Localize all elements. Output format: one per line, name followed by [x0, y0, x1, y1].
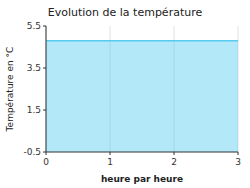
y-tick-label: -0.5 [23, 147, 41, 157]
y-tick-label: 3.5 [27, 63, 41, 73]
y-tick [43, 152, 46, 153]
grid [46, 26, 238, 152]
y-axis-label: Température en °C [5, 47, 15, 133]
x-tick [174, 152, 175, 155]
y-tick [43, 110, 46, 111]
y-tick [43, 26, 46, 27]
x-tick-label: 3 [235, 157, 241, 167]
y-tick [43, 68, 46, 69]
x-tick-label: 1 [107, 157, 113, 167]
y-tick-label: 5.5 [27, 21, 41, 31]
axes: 0 1 2 3 -0.5 1.5 3.5 5.5 [23, 21, 240, 167]
x-axis-line [46, 152, 238, 153]
area [46, 41, 238, 152]
x-tick-label: 0 [43, 157, 49, 167]
y-axis-line [46, 26, 47, 152]
x-axis-label: heure par heure [101, 174, 183, 184]
title: Evolution de la température [48, 6, 203, 19]
y-tick-label: 1.5 [27, 105, 41, 115]
x-tick-label: 2 [171, 157, 177, 167]
x-tick [110, 152, 111, 155]
chart: 0 1 2 3 -0.5 1.5 3.5 5.5 heure par heure Températ… [0, 0, 250, 188]
x-tick [238, 152, 239, 155]
x-grid-line [46, 26, 47, 152]
plot-data [46, 41, 238, 152]
line [46, 40, 238, 42]
